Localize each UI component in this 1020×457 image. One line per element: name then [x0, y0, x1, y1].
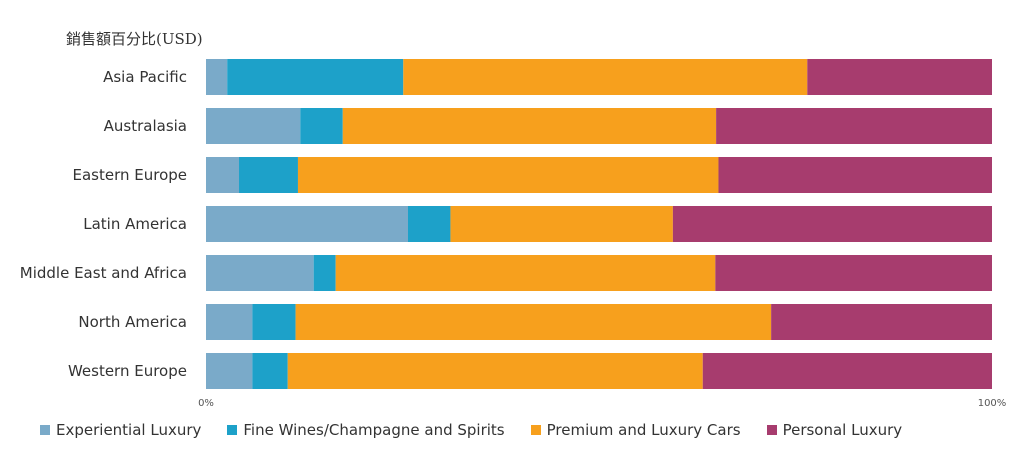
legend-label: Experiential Luxury: [56, 421, 202, 439]
legend-swatch: [766, 425, 777, 435]
bar-segment-asia-pacific-s0: [206, 59, 228, 95]
bar-segment-australasia-s1: [300, 108, 343, 144]
bar-segment-western-europe-s2: [287, 353, 703, 389]
bar-segment-north-america-s0: [206, 304, 253, 340]
bar-segment-asia-pacific-s2: [403, 59, 808, 95]
bar-segment-north-america-s2: [295, 304, 772, 340]
chart-title: 銷售額百分比(USD): [66, 30, 203, 48]
bar-segment-latin-america-s2: [450, 206, 673, 242]
bar-segment-middle-east-and-africa-s0: [206, 255, 314, 291]
legend-label: Premium and Luxury Cars: [546, 421, 741, 439]
legend-swatch: [227, 425, 238, 435]
bar-segment-middle-east-and-africa-s2: [335, 255, 716, 291]
category-label: Asia Pacific: [103, 68, 187, 86]
category-labels: Asia Pacific Australasia Eastern Europe Lat…: [20, 68, 187, 380]
legend-swatch: [530, 425, 541, 435]
bar-segment-western-europe-s0: [206, 353, 253, 389]
category-label: Latin America: [83, 215, 187, 233]
legend-swatch: [40, 425, 50, 435]
category-label: Australasia: [104, 117, 187, 135]
bar-segment-eastern-europe-s3: [718, 157, 992, 193]
bar-segment-asia-pacific-s3: [807, 59, 992, 95]
bar-segment-middle-east-and-africa-s3: [715, 255, 992, 291]
bar-segment-eastern-europe-s2: [297, 157, 719, 193]
category-label: Middle East and Africa: [20, 264, 187, 282]
bar-segment-north-america-s3: [771, 304, 992, 340]
legend-label: Fine Wines/Champagne and Spirits: [243, 421, 505, 439]
bar-segment-latin-america-s3: [672, 206, 992, 242]
category-label: Eastern Europe: [72, 166, 187, 184]
bar-segment-western-europe-s1: [252, 353, 288, 389]
legend-item: Personal Luxury: [766, 421, 903, 439]
bar-segment-eastern-europe-s1: [239, 157, 298, 193]
bar-segment-latin-america-s0: [206, 206, 409, 242]
legend-item: Fine Wines/Champagne and Spirits: [227, 421, 505, 439]
bar-segment-middle-east-and-africa-s1: [313, 255, 336, 291]
bar-segment-western-europe-s3: [702, 353, 992, 389]
bar-segment-australasia-s3: [716, 108, 992, 144]
x-axis-ticks: 0% 100%: [198, 398, 1006, 409]
bar-segment-australasia-s0: [206, 108, 301, 144]
category-label: Western Europe: [68, 362, 187, 380]
x-tick-label: 100%: [978, 398, 1007, 409]
bar-segment-north-america-s1: [252, 304, 296, 340]
legend-item: Experiential Luxury: [40, 421, 201, 439]
bar-segment-asia-pacific-s1: [227, 59, 404, 95]
bars-layer: [206, 59, 992, 389]
category-label: North America: [78, 313, 187, 331]
legend-label: Personal Luxury: [782, 421, 903, 439]
legend: Experiential Luxury Fine Wines/Champagne …: [40, 421, 902, 439]
bar-segment-eastern-europe-s0: [206, 157, 240, 193]
legend-item: Premium and Luxury Cars: [530, 421, 741, 439]
bar-segment-latin-america-s1: [408, 206, 451, 242]
bar-segment-australasia-s2: [342, 108, 717, 144]
x-tick-label: 0%: [198, 398, 214, 409]
